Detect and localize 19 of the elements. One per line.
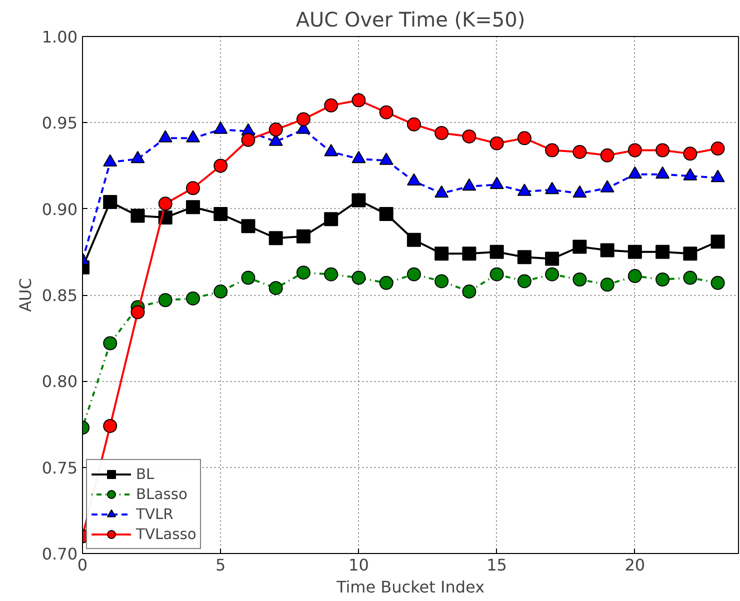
legend-label: TVLR (136, 506, 174, 522)
y-tick-label: 0.70 (42, 544, 78, 564)
legend-label: BL (136, 466, 156, 482)
y-tick-label: 0.75 (42, 458, 78, 478)
y-tick-label: 0.80 (42, 372, 78, 392)
y-tick-label: 0.85 (42, 286, 78, 305)
y-tick-label: 1.00 (42, 28, 78, 46)
x-axis-title: Time Bucket Index (335, 578, 485, 596)
legend-label: BLasso (136, 486, 188, 502)
x-tick-label: 5 (216, 556, 226, 574)
chart-title: AUC Over Time (K=50) (296, 8, 526, 32)
legend-label: TVLasso (136, 526, 196, 542)
x-tick-label: 20 (624, 556, 646, 574)
x-tick-label: 10 (348, 556, 369, 574)
y-axis-title: AUC (16, 278, 35, 312)
y-tick-label: 0.95 (42, 114, 78, 133)
x-tick-label: 15 (486, 556, 507, 574)
y-tick-label: 0.90 (42, 200, 78, 219)
x-tick-label: 0 (77, 556, 88, 574)
